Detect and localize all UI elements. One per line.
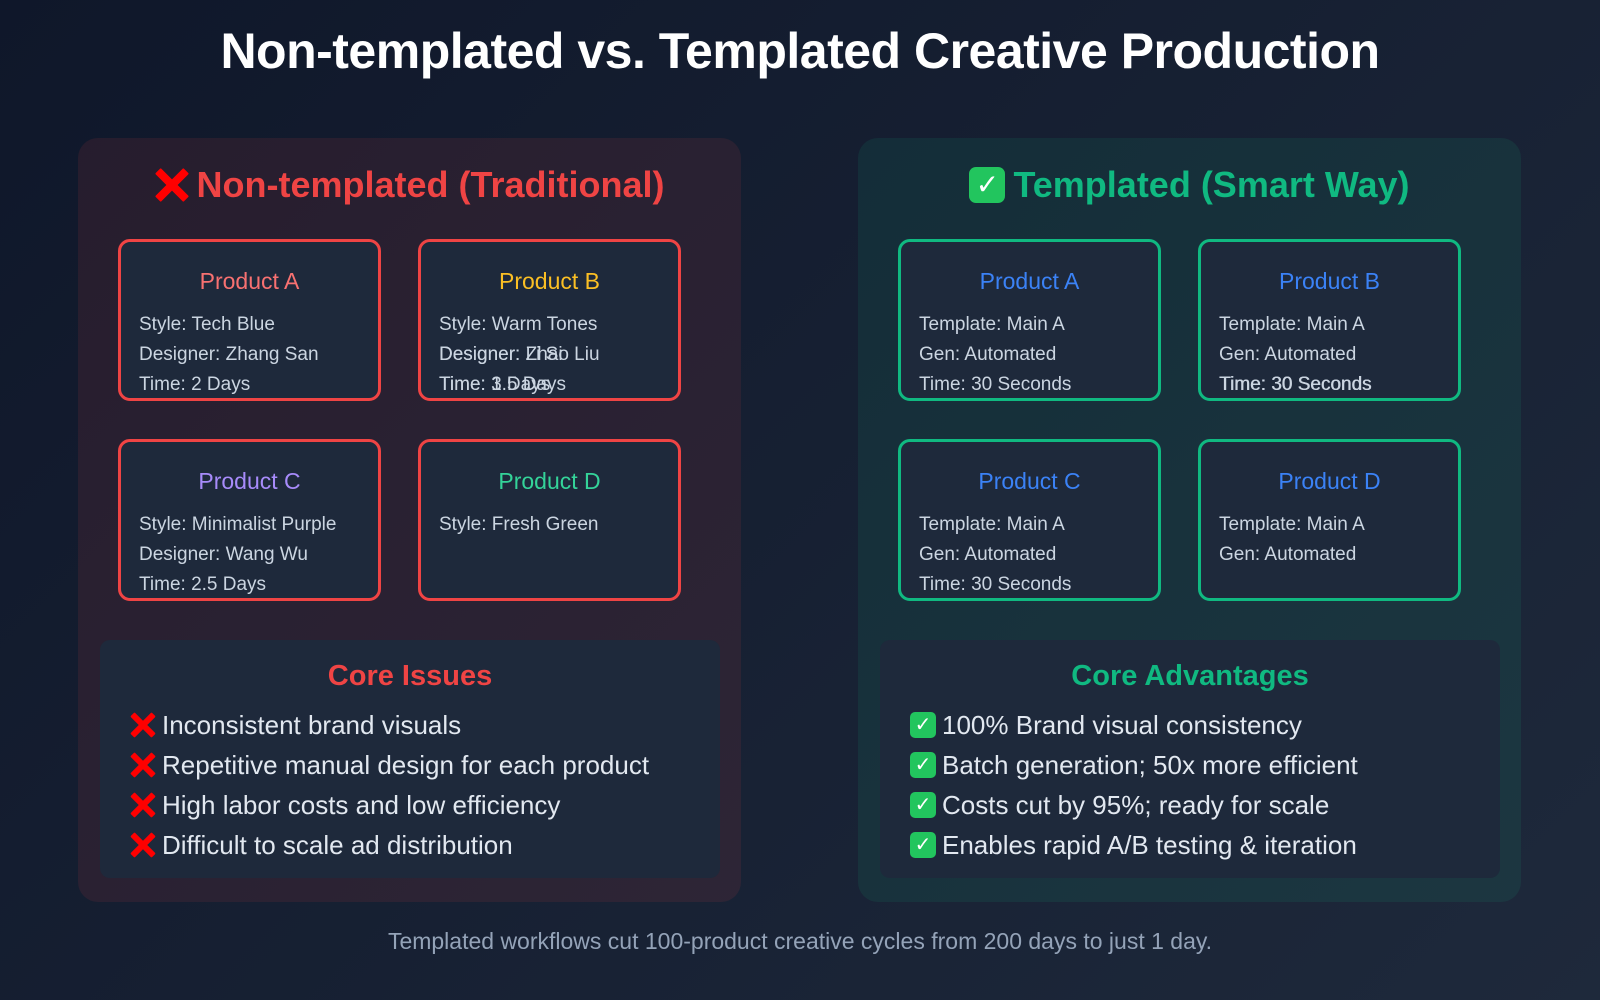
product-title: Product B bbox=[1279, 268, 1380, 294]
product-card-b: Product B Style: Warm Tones Designer: Zh… bbox=[418, 239, 681, 401]
template-line: Template: Main A bbox=[919, 514, 1065, 535]
designer-line: Designer: Wang Wu bbox=[139, 544, 308, 565]
product-title: Product C bbox=[198, 468, 301, 494]
product-card-c: Product C Style: Minimalist Purple Desig… bbox=[118, 439, 381, 601]
template-line: Template: Main A bbox=[1219, 514, 1365, 535]
advantage-text: Batch generation; 50x more efficient bbox=[942, 749, 1358, 780]
templated-panel: ✓ Templated (Smart Way) Product A Templa… bbox=[858, 138, 1521, 902]
footer-caption: Templated workflows cut 100-product crea… bbox=[387, 928, 1213, 954]
product-card-d: Product D Template: Main A Gen: Automate… bbox=[1198, 439, 1461, 601]
cross-mark-icon bbox=[130, 792, 156, 818]
advantage-text: Enables rapid A/B testing & iteration bbox=[942, 829, 1357, 860]
check-mark-button-icon: ✓ bbox=[910, 792, 936, 818]
page-title: Non-templated vs. Templated Creative Pro… bbox=[220, 23, 1380, 79]
time-text-overlap: Time: 1.5 Days bbox=[439, 374, 567, 395]
template-line: Template: Main A bbox=[1219, 314, 1365, 335]
check-mark-button-icon: ✓ bbox=[910, 752, 936, 778]
product-card-a: Product A Template: Main A Gen: Automate… bbox=[898, 239, 1161, 401]
core-issues-title: Core Issues bbox=[327, 660, 493, 692]
product-title: Product B bbox=[499, 268, 600, 294]
product-title: Product C bbox=[978, 468, 1081, 494]
style-line: Style: Tech Blue bbox=[139, 314, 275, 335]
advantage-text: 100% Brand visual consistency bbox=[942, 709, 1302, 740]
time-line: Time: 30 Seconds bbox=[919, 574, 1072, 595]
check-mark-button-icon: ✓ bbox=[910, 832, 936, 858]
gen-line: Gen: Automated bbox=[1219, 344, 1357, 365]
advantage-item: ✓ Costs cut by 95%; ready for scale bbox=[910, 785, 1470, 825]
advantage-text: Costs cut by 95%; ready for scale bbox=[942, 789, 1330, 820]
product-title: Product A bbox=[979, 268, 1080, 294]
cross-mark-icon bbox=[155, 168, 189, 202]
core-issues-box: Core Issues Inconsistent brand visuals R… bbox=[100, 640, 720, 878]
gen-line: Gen: Automated bbox=[919, 544, 1057, 565]
issue-text: High labor costs and low efficiency bbox=[162, 789, 561, 820]
core-advantages-box: Core Advantages ✓ 100% Brand visual cons… bbox=[880, 640, 1500, 878]
time-line: Time: 30 Seconds bbox=[1219, 374, 1372, 395]
product-card-c: Product C Template: Main A Gen: Automate… bbox=[898, 439, 1161, 601]
time-line: Time: 30 Seconds bbox=[919, 374, 1072, 395]
product-title: Product A bbox=[199, 268, 300, 294]
template-line: Template: Main A bbox=[919, 314, 1065, 335]
issue-item: Repetitive manual design for each produc… bbox=[130, 745, 690, 785]
designer-text: Designer: Zhao Liu bbox=[439, 344, 600, 365]
issue-item: High labor costs and low efficiency bbox=[130, 785, 690, 825]
product-card-b: Product B Template: Main A Gen: Automate… bbox=[1198, 239, 1461, 401]
core-advantages-title: Core Advantages bbox=[1071, 660, 1309, 692]
non-templated-panel: Non-templated (Traditional) Product A St… bbox=[78, 138, 741, 902]
product-card-d: Product D Style: Fresh Green bbox=[418, 439, 681, 601]
advantage-item: ✓ 100% Brand visual consistency bbox=[910, 705, 1470, 745]
gen-line: Gen: Automated bbox=[1219, 544, 1357, 565]
designer-text-overlap: Designer: Li Si bbox=[439, 344, 563, 365]
style-line: Style: Minimalist Purple bbox=[139, 514, 337, 535]
issue-item: Inconsistent brand visuals bbox=[130, 705, 690, 745]
cross-mark-icon bbox=[130, 832, 156, 858]
gen-line: Gen: Automated bbox=[919, 344, 1057, 365]
time-text: Time: 3 Days bbox=[439, 374, 551, 395]
heading-text: Templated (Smart Way) bbox=[1013, 164, 1410, 205]
check-mark-button-icon: ✓ bbox=[969, 167, 1006, 203]
issue-text: Inconsistent brand visuals bbox=[162, 709, 462, 740]
check-mark-button-icon: ✓ bbox=[910, 712, 936, 738]
time-line: Time: 2 Days bbox=[139, 374, 251, 395]
designer-line: Designer: Zhao Liu Designer: Li Si bbox=[439, 340, 660, 370]
heading-text: Non-templated (Traditional) bbox=[196, 164, 665, 205]
advantage-item: ✓ Enables rapid A/B testing & iteration bbox=[910, 825, 1470, 865]
non-templated-heading: Non-templated (Traditional) bbox=[78, 164, 741, 206]
designer-line: Designer: Zhang San bbox=[139, 344, 319, 365]
product-title: Product D bbox=[1278, 468, 1381, 494]
cross-mark-icon bbox=[130, 712, 156, 738]
cross-mark-icon bbox=[130, 752, 156, 778]
issue-text: Difficult to scale ad distribution bbox=[162, 829, 513, 860]
time-line: Time: 3 Days Time: 1.5 Days bbox=[439, 370, 660, 400]
templated-heading: ✓ Templated (Smart Way) bbox=[858, 164, 1521, 206]
product-card-a: Product A Style: Tech Blue Designer: Zha… bbox=[118, 239, 381, 401]
issue-item: Difficult to scale ad distribution bbox=[130, 825, 690, 865]
advantage-item: ✓ Batch generation; 50x more efficient bbox=[910, 745, 1470, 785]
style-line: Style: Warm Tones bbox=[439, 314, 598, 335]
style-line: Style: Fresh Green bbox=[439, 514, 599, 535]
product-title: Product D bbox=[498, 468, 601, 494]
time-line: Time: 2.5 Days bbox=[139, 574, 267, 595]
issue-text: Repetitive manual design for each produc… bbox=[162, 749, 650, 780]
